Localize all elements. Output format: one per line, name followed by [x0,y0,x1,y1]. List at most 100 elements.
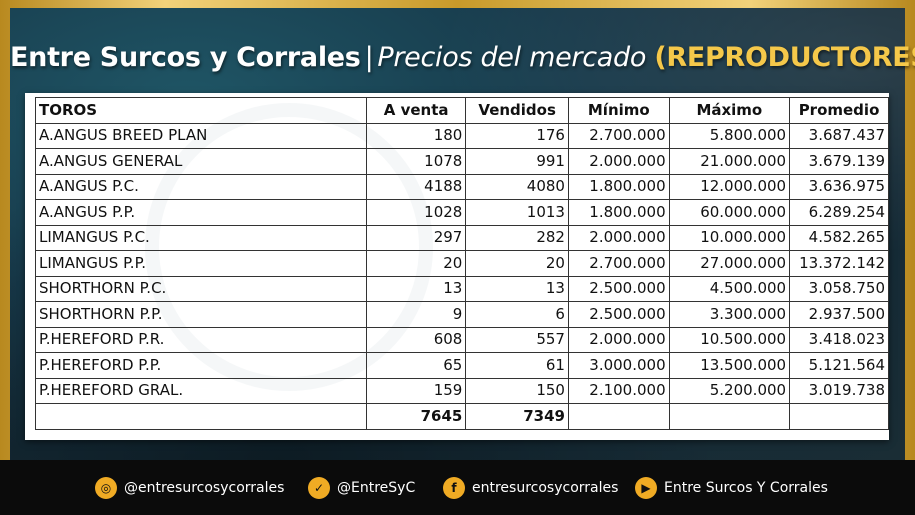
total-cell [35,403,367,430]
row-value-cell: 20 [465,250,569,277]
table-header-row: TOROS A venta Vendidos Mínimo Máximo Pro… [35,97,889,124]
table-row: A.ANGUS BREED PLAN 180 176 2.700.000 5.800.0… [35,122,889,149]
total-cell: 7349 [465,403,569,430]
row-value-cell: 2.937.500 [789,301,889,328]
row-value-cell: 3.636.975 [789,173,889,200]
row-value-cell: 1.800.000 [567,173,670,200]
main-panel: Entre Surcos y Corrales | Precios del merc… [10,8,915,460]
row-value-cell: 176 [465,122,569,149]
social-instagram[interactable]: ◎ @entresurcosycorrales [95,477,284,499]
social-youtube[interactable]: ▶ Entre Surcos Y Corrales [635,477,828,499]
row-value-cell: 3.058.750 [789,275,889,302]
row-value-cell: 10.000.000 [668,224,791,251]
row-value-cell: 2.700.000 [567,250,670,277]
table-row: LIMANGUS P.P. 20 20 2.700.000 27.000.000 13.3… [35,250,889,277]
table-row: P.HEREFORD P.P. 65 61 3.000.000 13.500.000 5.… [35,352,889,379]
row-value-cell: 991 [465,148,569,175]
row-value-cell: 282 [465,224,569,251]
row-category-cell: SHORTHORN P.C. [35,275,367,302]
table-row: SHORTHORN P.C. 13 13 2.500.000 4.500.000 3.05… [35,275,889,302]
total-cell [567,403,670,430]
row-value-cell: 3.000.000 [567,352,670,379]
row-value-cell: 20 [365,250,467,277]
row-category-cell: LIMANGUS P.C. [35,224,367,251]
row-value-cell: 4188 [365,173,467,200]
table-body: A.ANGUS BREED PLAN 180 176 2.700.000 5.800.0… [35,122,889,430]
row-category-cell: P.HEREFORD P.P. [35,352,367,379]
total-cell [789,403,889,430]
row-category-cell: A.ANGUS BREED PLAN [35,122,367,149]
table-row: P.HEREFORD GRAL. 159 150 2.100.000 5.200.000… [35,377,889,404]
table-row: LIMANGUS P.C. 297 282 2.000.000 10.000.000 4.… [35,224,889,251]
price-sheet: TOROS A venta Vendidos Mínimo Máximo Pro… [25,93,889,440]
row-category-cell: P.HEREFORD P.R. [35,326,367,353]
social-label: @EntreSyC [337,480,416,496]
table-row: SHORTHORN P.P. 9 6 2.500.000 3.300.000 2.937.… [35,301,889,328]
row-value-cell: 27.000.000 [668,250,791,277]
social-facebook[interactable]: f entresurcosycorrales [443,477,618,499]
row-value-cell: 608 [365,326,467,353]
row-category-cell: P.HEREFORD GRAL. [35,377,367,404]
title-brand: Entre Surcos y Corrales [10,42,361,73]
table-row: A.ANGUS P.C. 4188 4080 1.800.000 12.000.000 3… [35,173,889,200]
row-category-cell: LIMANGUS P.P. [35,250,367,277]
social-twitter[interactable]: ✓ @EntreSyC [308,477,415,499]
row-value-cell: 21.000.000 [668,148,791,175]
row-value-cell: 13 [465,275,569,302]
row-value-cell: 13 [365,275,467,302]
row-value-cell: 3.679.139 [789,148,889,175]
price-table: TOROS A venta Vendidos Mínimo Máximo Pro… [35,97,889,430]
row-value-cell: 5.800.000 [668,122,791,149]
twitter-icon: ✓ [308,477,330,499]
social-label: @entresurcosycorrales [124,480,285,496]
table-row: A.ANGUS GENERAL 1078 991 2.000.000 21.000.00… [35,148,889,175]
instagram-icon: ◎ [95,477,117,499]
row-value-cell: 5.200.000 [668,377,791,404]
column-header-minimo: Mínimo [567,97,670,124]
row-category-cell: A.ANGUS GENERAL [35,148,367,175]
row-value-cell: 61 [465,352,569,379]
row-value-cell: 1028 [365,199,467,226]
row-value-cell: 1078 [365,148,467,175]
row-value-cell: 9 [365,301,467,328]
row-value-cell: 2.500.000 [567,301,670,328]
row-value-cell: 557 [465,326,569,353]
column-header-a-venta: A venta [365,97,467,124]
row-category-cell: SHORTHORN P.P. [35,301,367,328]
row-value-cell: 13.372.142 [789,250,889,277]
row-value-cell: 3.300.000 [668,301,791,328]
row-value-cell: 1013 [465,199,569,226]
table-row: A.ANGUS P.P. 1028 1013 1.800.000 60.000.000 6… [35,199,889,226]
row-value-cell: 3.019.738 [789,377,889,404]
row-value-cell: 2.100.000 [567,377,670,404]
social-label: entresurcosycorrales [472,480,619,496]
row-value-cell: 4080 [465,173,569,200]
table-row: P.HEREFORD P.R. 608 557 2.000.000 10.500.000… [35,326,889,353]
row-value-cell: 12.000.000 [668,173,791,200]
row-value-cell: 2.000.000 [567,148,670,175]
column-header-toros: TOROS [35,97,367,124]
row-value-cell: 2.500.000 [567,275,670,302]
row-value-cell: 3.687.437 [789,122,889,149]
row-value-cell: 65 [365,352,467,379]
totals-row: 7645 7349 [35,403,889,430]
total-cell [668,403,791,430]
row-value-cell: 6 [465,301,569,328]
title-subtitle: Precios del mercado [377,42,647,73]
row-value-cell: 4.500.000 [668,275,791,302]
row-category-cell: A.ANGUS P.P. [35,199,367,226]
row-value-cell: 1.800.000 [567,199,670,226]
facebook-icon: f [443,477,465,499]
row-value-cell: 150 [465,377,569,404]
total-cell: 7645 [365,403,467,430]
column-header-maximo: Máximo [668,97,791,124]
row-value-cell: 10.500.000 [668,326,791,353]
page-title: Entre Surcos y Corrales | Precios del merc… [10,42,915,73]
row-category-cell: A.ANGUS P.C. [35,173,367,200]
row-value-cell: 159 [365,377,467,404]
title-tag: (REPRODUCTORES) [654,42,915,73]
row-value-cell: 13.500.000 [668,352,791,379]
row-value-cell: 5.121.564 [789,352,889,379]
row-value-cell: 2.000.000 [567,224,670,251]
column-header-promedio: Promedio [789,97,889,124]
